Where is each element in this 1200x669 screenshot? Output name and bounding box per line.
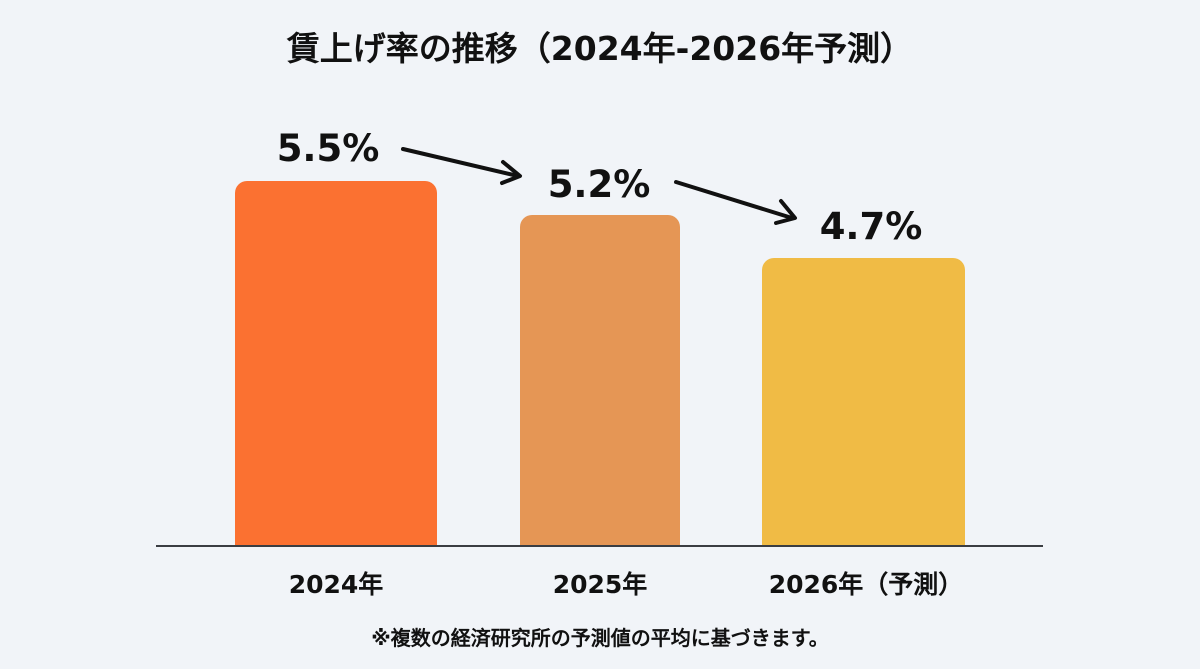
- value-label-2026: 4.7%: [819, 205, 923, 248]
- x-label-2026: 2026年（予測）: [768, 570, 964, 599]
- bar-2024: [235, 181, 437, 546]
- chart-title: 賃上げ率の推移（2024年-2026年予測）: [286, 29, 914, 68]
- bar-2026: [762, 258, 965, 546]
- x-label-2024: 2024年: [288, 570, 384, 599]
- value-label-2025: 5.2%: [547, 163, 651, 206]
- arrow-2025-2026-icon: [674, 180, 794, 220]
- arrow-2024-2025-icon: [401, 147, 520, 178]
- x-axis-line: [156, 545, 1043, 547]
- value-label-2024: 5.5%: [276, 127, 380, 170]
- footnote: ※複数の経済研究所の予測値の平均に基づきます。: [371, 626, 829, 650]
- bar-2025: [520, 215, 680, 546]
- x-label-2025: 2025年: [552, 570, 648, 599]
